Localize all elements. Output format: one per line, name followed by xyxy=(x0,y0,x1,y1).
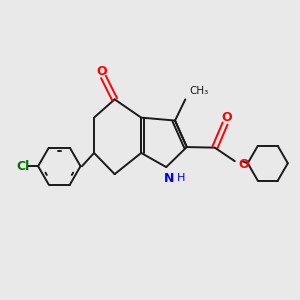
Text: O: O xyxy=(221,111,232,124)
Text: N: N xyxy=(164,172,174,185)
Text: H: H xyxy=(177,173,186,183)
Text: O: O xyxy=(97,64,107,78)
Text: CH₃: CH₃ xyxy=(190,86,209,96)
Text: O: O xyxy=(238,158,249,171)
Text: Cl: Cl xyxy=(16,160,29,173)
